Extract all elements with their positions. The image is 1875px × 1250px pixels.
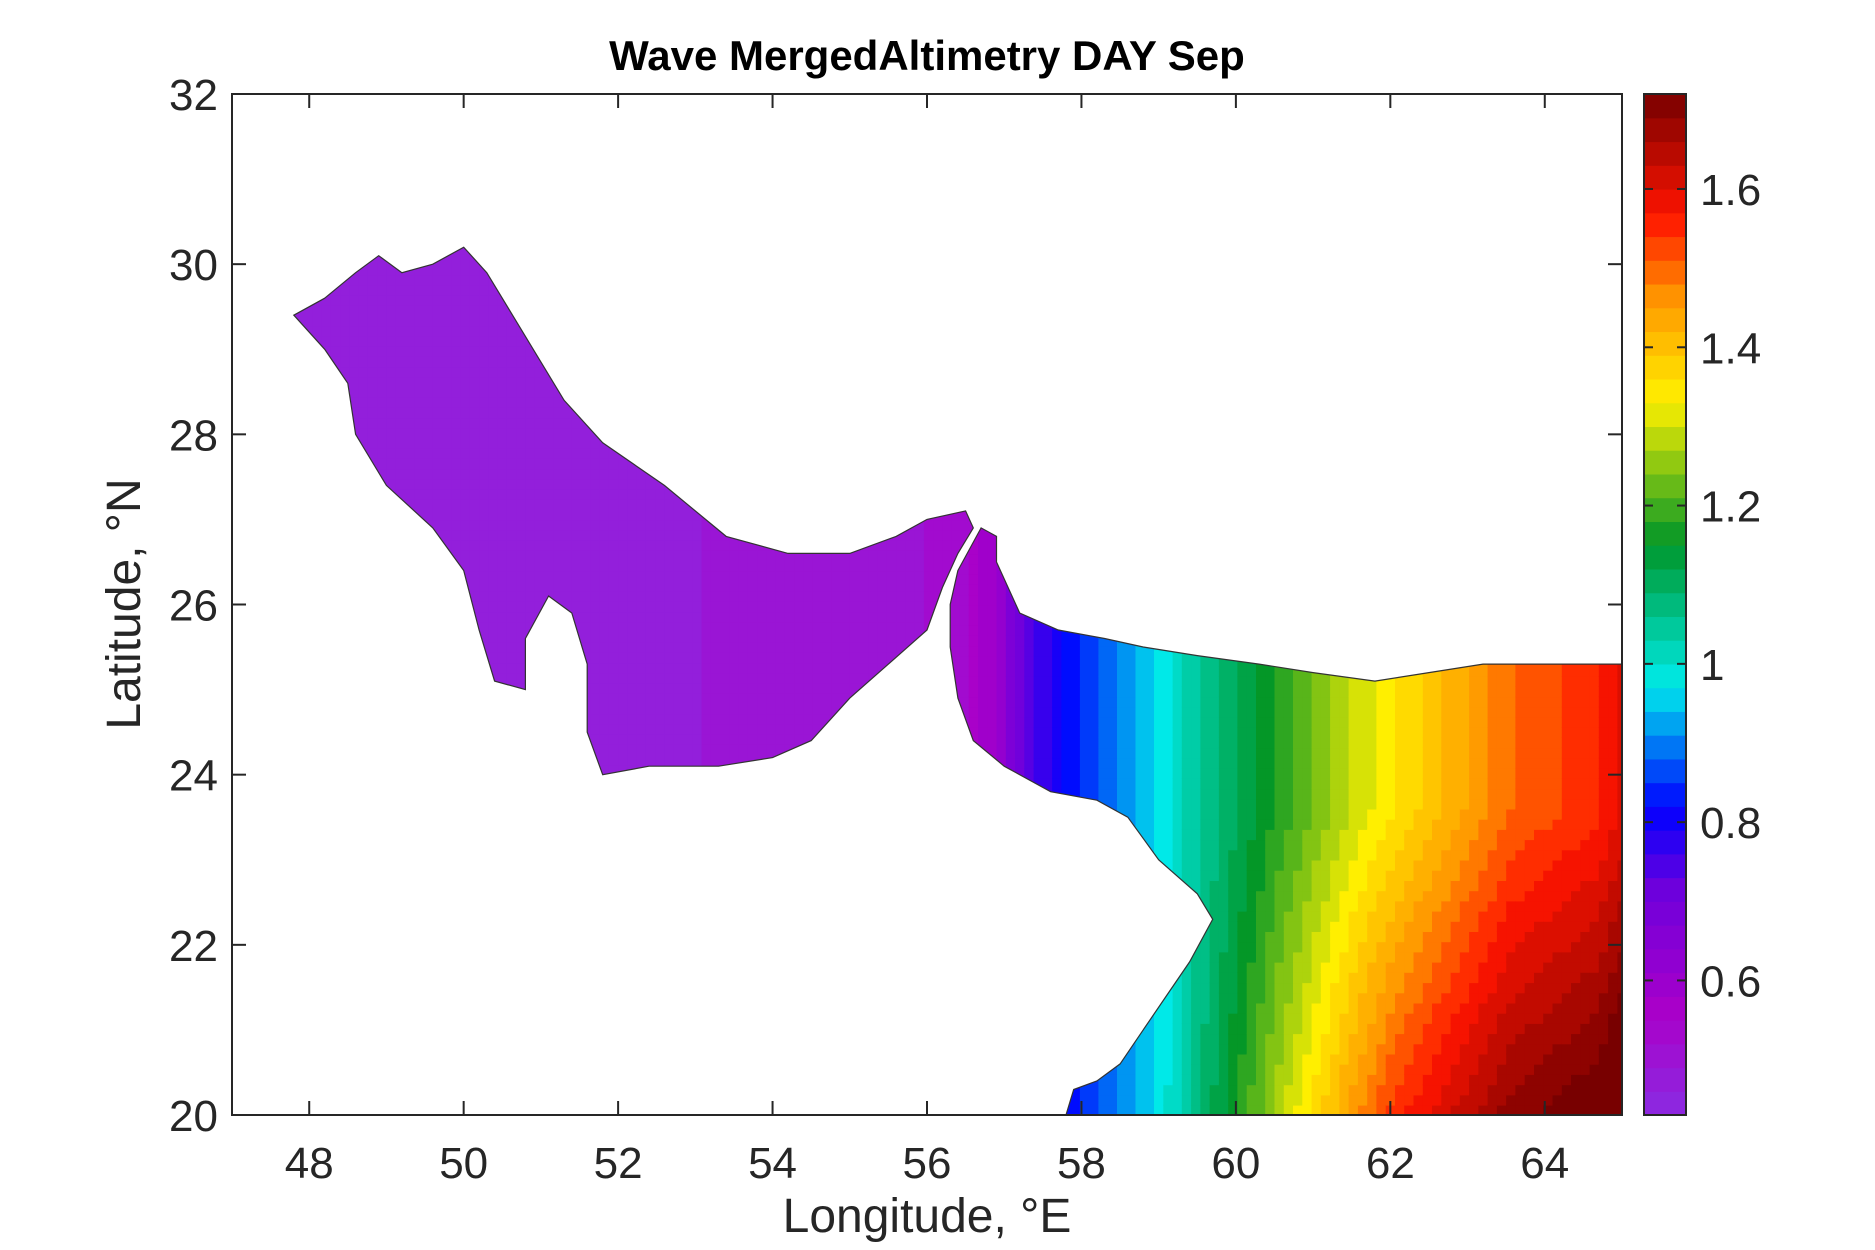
colorbar-band bbox=[1644, 592, 1686, 617]
y-tick-label: 32 bbox=[169, 71, 218, 120]
colorbar-band bbox=[1644, 497, 1686, 522]
x-tick-label: 62 bbox=[1366, 1139, 1415, 1188]
y-tick-label: 22 bbox=[169, 922, 218, 971]
colorbar-band bbox=[1644, 402, 1686, 428]
colorbar-band bbox=[1644, 711, 1686, 736]
region-0-coastline bbox=[292, 246, 974, 776]
colorbar-band bbox=[1644, 521, 1686, 546]
colorbar-band bbox=[1644, 806, 1686, 831]
y-axis: 20 22 24 26 28 30 32 bbox=[169, 71, 1622, 1141]
y-tick-label: 20 bbox=[169, 1092, 218, 1141]
colorbar-tick-label: 1.4 bbox=[1700, 324, 1761, 373]
colorbar-tick-label: 1.2 bbox=[1700, 483, 1761, 532]
colorbar-band bbox=[1644, 687, 1686, 712]
y-tick-label: 30 bbox=[169, 241, 218, 290]
colorbar-band bbox=[1644, 568, 1686, 594]
x-tick-label: 60 bbox=[1211, 1139, 1260, 1188]
x-axis: 48 50 52 54 56 58 60 62 64 bbox=[285, 94, 1569, 1188]
colorbar-tick-label: 1.6 bbox=[1700, 166, 1761, 215]
x-tick-label: 50 bbox=[439, 1139, 488, 1188]
colorbar-band bbox=[1644, 782, 1686, 807]
colorbar-band bbox=[1644, 925, 1686, 950]
colorbar-tick-label: 0.8 bbox=[1700, 799, 1761, 848]
colorbar-band bbox=[1644, 996, 1686, 1021]
colorbar-band bbox=[1644, 141, 1686, 166]
colorbar-band bbox=[1644, 1043, 1686, 1069]
colorbar-band bbox=[1644, 901, 1686, 926]
colorbar-band bbox=[1644, 426, 1686, 451]
x-tick-label: 52 bbox=[594, 1139, 643, 1188]
region-1-coastline bbox=[949, 527, 1622, 1115]
y-tick-label: 24 bbox=[169, 752, 218, 801]
colorbar-band bbox=[1644, 735, 1686, 760]
colorbar-tick-label: 0.6 bbox=[1700, 957, 1761, 1006]
colorbar-band bbox=[1644, 1020, 1686, 1045]
colorbar-band bbox=[1644, 212, 1686, 238]
colorbar-band bbox=[1644, 616, 1686, 641]
colorbar-band bbox=[1644, 473, 1686, 499]
chart-title: Wave MergedAltimetry DAY Sep bbox=[609, 32, 1245, 79]
y-axis-label: Latitude, °N bbox=[98, 478, 151, 729]
colorbar-band bbox=[1644, 450, 1686, 475]
colorbar-band bbox=[1644, 236, 1686, 261]
x-tick-label: 54 bbox=[748, 1139, 797, 1188]
colorbar-band bbox=[1644, 355, 1686, 380]
colorbar-band bbox=[1644, 307, 1686, 333]
colorbar-band bbox=[1644, 1091, 1686, 1116]
colorbar-band bbox=[1644, 663, 1686, 689]
colorbar-band bbox=[1644, 331, 1686, 356]
colorbar-band bbox=[1644, 117, 1686, 143]
x-axis-label: Longitude, °E bbox=[783, 1190, 1072, 1243]
colorbar-band bbox=[1644, 972, 1686, 997]
colorbar-band bbox=[1644, 260, 1686, 285]
colorbar-band bbox=[1644, 378, 1686, 404]
colorbar-band bbox=[1644, 165, 1686, 190]
x-tick-label: 58 bbox=[1057, 1139, 1106, 1188]
colorbar-band bbox=[1644, 830, 1686, 855]
x-tick-label: 48 bbox=[285, 1139, 334, 1188]
colorbar-band bbox=[1644, 877, 1686, 902]
colorbar-band bbox=[1644, 188, 1686, 214]
x-tick-label: 64 bbox=[1520, 1139, 1569, 1188]
x-tick-label: 56 bbox=[903, 1139, 952, 1188]
colorbar-band bbox=[1644, 853, 1686, 879]
y-tick-label: 26 bbox=[169, 582, 218, 631]
colorbar-frame bbox=[1643, 93, 1687, 1116]
colorbar-band bbox=[1644, 94, 1686, 119]
colorbar: 0.6 0.8 1 1.2 1.4 1.6 bbox=[1643, 93, 1761, 1116]
colorbar-tick-label: 1 bbox=[1700, 641, 1724, 690]
colorbar-band bbox=[1644, 758, 1686, 784]
colorbar-band bbox=[1644, 640, 1686, 665]
y-tick-label: 28 bbox=[169, 411, 218, 460]
colorbar-band bbox=[1644, 545, 1686, 570]
colorbar-band bbox=[1644, 948, 1686, 974]
colorbar-band bbox=[1644, 283, 1686, 309]
colorbar-band bbox=[1644, 1067, 1686, 1092]
